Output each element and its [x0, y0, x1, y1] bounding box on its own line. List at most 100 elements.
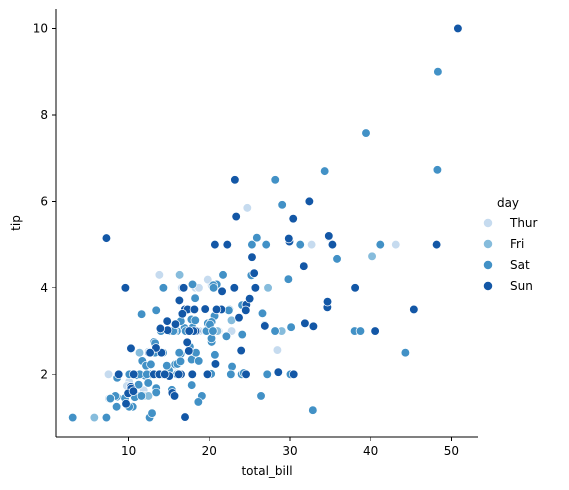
point-sun — [284, 233, 294, 244]
legend-label-sun: Sun — [510, 279, 533, 293]
y-tick-label: 8 — [40, 108, 48, 122]
point-sat — [237, 329, 247, 340]
point-sat — [332, 254, 342, 264]
point-sat — [432, 165, 443, 175]
point-sat — [270, 175, 280, 185]
point-sun — [241, 369, 251, 379]
point-sat — [147, 408, 157, 418]
point-sun — [222, 239, 232, 250]
point-thur — [272, 345, 283, 355]
point-sat — [277, 200, 287, 210]
point-sat — [355, 326, 366, 336]
y-tick-label: 6 — [40, 194, 48, 208]
point-thur — [103, 369, 114, 379]
point-sun — [300, 318, 310, 328]
point-sat — [252, 233, 262, 243]
point-sun — [230, 175, 240, 185]
point-sat — [286, 322, 296, 332]
point-sat — [308, 405, 318, 415]
point-sat — [208, 326, 218, 336]
point-sun — [231, 211, 241, 222]
legend: day Thur Fri Sat Sun — [483, 196, 538, 293]
point-sun — [155, 323, 166, 334]
point-sat — [105, 393, 116, 404]
point-sat — [158, 283, 169, 293]
x-tick-label: 40 — [363, 444, 378, 458]
point-sat — [283, 274, 294, 284]
point-sun — [431, 239, 442, 250]
point-sun — [250, 283, 261, 293]
x-axis-label: total_bill — [241, 464, 292, 478]
point-sat — [193, 397, 203, 407]
point-sat — [227, 361, 237, 372]
point-sun — [126, 343, 136, 354]
point-thur — [242, 203, 252, 213]
point-sun — [327, 239, 338, 250]
point-sat — [162, 361, 172, 371]
y-axis-label: tip — [9, 215, 23, 231]
point-sat — [151, 305, 161, 315]
point-sun — [453, 23, 463, 34]
point-sat — [375, 239, 385, 250]
point-sun — [288, 214, 298, 224]
point-sat — [187, 380, 197, 390]
point-sun — [160, 369, 170, 379]
point-sun — [244, 294, 255, 304]
y-tick-label: 2 — [40, 367, 48, 381]
y-ticks: 2 4 6 8 10 — [33, 21, 56, 381]
x-ticks: 10 20 30 40 50 — [121, 437, 459, 458]
point-sun — [289, 369, 299, 379]
point-sun — [182, 337, 192, 347]
point-sun — [234, 313, 244, 323]
point-sun — [304, 196, 315, 207]
point-sun — [174, 295, 185, 306]
point-sun — [350, 283, 360, 293]
legend-marker-sat — [483, 260, 493, 270]
point-sun — [174, 369, 184, 379]
point-sun — [170, 319, 181, 329]
point-sun — [178, 283, 189, 293]
point-sat — [257, 308, 268, 319]
point-sun — [260, 321, 270, 331]
point-fri — [367, 251, 377, 261]
point-sun — [200, 304, 210, 314]
point-sun — [210, 239, 220, 250]
x-tick-label: 10 — [121, 444, 136, 458]
point-sat — [256, 391, 266, 401]
point-sun — [211, 304, 222, 315]
point-sat — [320, 166, 330, 176]
legend-label-sat: Sat — [510, 258, 530, 272]
point-sat — [247, 239, 257, 250]
point-sat — [174, 348, 184, 358]
x-tick-label: 20 — [202, 444, 217, 458]
point-sat — [262, 369, 272, 379]
point-thur — [154, 270, 165, 280]
point-sun — [169, 391, 180, 401]
point-sat — [261, 239, 271, 250]
point-sun — [202, 369, 213, 379]
point-sat — [143, 378, 153, 388]
legend-title: day — [497, 196, 519, 210]
point-sat — [400, 348, 411, 358]
points-layer — [68, 23, 463, 423]
point-sun — [121, 399, 131, 409]
point-sun — [229, 283, 239, 293]
point-sat — [68, 412, 78, 423]
point-sat — [136, 309, 147, 319]
point-sun — [162, 316, 172, 326]
point-sat — [194, 356, 204, 366]
point-fri — [89, 412, 99, 423]
point-sun — [299, 261, 309, 271]
point-sat — [146, 359, 156, 370]
legend-entries: Thur Fri Sat Sun — [483, 216, 538, 293]
point-sun — [145, 348, 155, 358]
point-sun — [120, 283, 131, 293]
point-thur — [391, 239, 401, 250]
x-tick-label: 30 — [282, 444, 297, 458]
point-sat — [187, 279, 198, 290]
point-sun — [128, 386, 139, 396]
point-sat — [210, 350, 220, 360]
point-sun — [101, 233, 112, 243]
legend-marker-fri — [483, 239, 493, 249]
point-sat — [151, 387, 161, 398]
